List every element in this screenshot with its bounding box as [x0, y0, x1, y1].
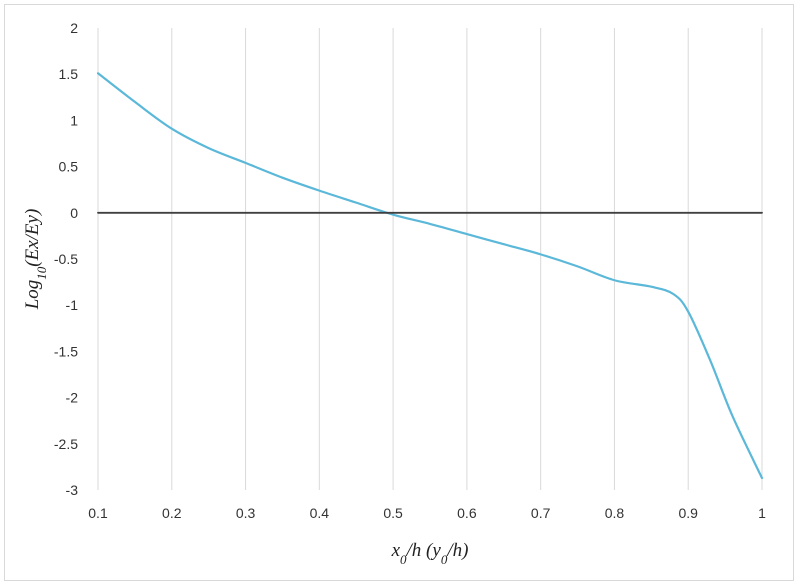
x-tick-labels: 0.1 0.2 0.3 0.4 0.5 0.6 0.7 0.8 0.9 1	[88, 505, 766, 521]
y-tick-label: 0.5	[59, 159, 79, 175]
y-tick-label: -2	[66, 390, 79, 406]
x-tick-label: 0.4	[310, 505, 330, 521]
y-tick-label: -0.5	[54, 251, 78, 267]
y-tick-label: 1	[70, 112, 78, 128]
series-layer	[96, 72, 764, 480]
x-tick-label: 0.3	[236, 505, 256, 521]
x-tick-label: 0.8	[605, 505, 625, 521]
chart-frame	[4, 4, 794, 581]
grid-lines	[97, 28, 763, 490]
x-axis-title: x0/h (y0/h)	[391, 540, 469, 567]
x-tick-label: 0.6	[457, 505, 477, 521]
y-tick-label: 1.5	[59, 66, 79, 82]
y-tick-label: -1.5	[54, 343, 78, 359]
y-tick-label: -1	[66, 297, 79, 313]
y-tick-label: 2	[70, 20, 78, 36]
x-tick-label: 1	[758, 505, 766, 521]
y-tick-label: -2.5	[54, 436, 78, 452]
data-series-line	[96, 72, 764, 480]
x-tick-label: 0.2	[162, 505, 182, 521]
x-tick-label: 0.9	[678, 505, 698, 521]
x-tick-label: 0.1	[88, 505, 108, 521]
y-axis-title: Log10(Ex/Ey)	[22, 209, 49, 311]
y-tick-label: -3	[66, 482, 79, 498]
x-tick-label: 0.7	[531, 505, 551, 521]
x-tick-label: 0.5	[383, 505, 403, 521]
y-tick-label: 0	[70, 205, 78, 221]
y-tick-labels: 2 1.5 1 0.5 0 -0.5 -1 -1.5 -2 -2.5 -3	[54, 20, 78, 498]
